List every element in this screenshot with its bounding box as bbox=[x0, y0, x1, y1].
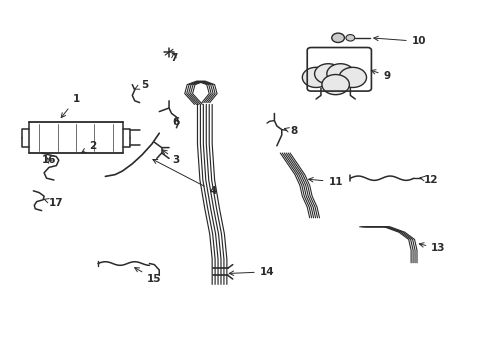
Circle shape bbox=[339, 67, 367, 87]
Text: 16: 16 bbox=[42, 155, 56, 165]
Text: 7: 7 bbox=[170, 53, 178, 63]
Circle shape bbox=[327, 64, 354, 84]
Circle shape bbox=[322, 75, 349, 95]
Text: 3: 3 bbox=[162, 150, 180, 165]
Text: 12: 12 bbox=[420, 175, 439, 185]
Circle shape bbox=[332, 33, 344, 42]
Circle shape bbox=[315, 64, 342, 84]
Text: 6: 6 bbox=[173, 117, 180, 127]
Text: 4: 4 bbox=[153, 159, 217, 196]
Text: 8: 8 bbox=[284, 126, 297, 136]
Text: 17: 17 bbox=[44, 198, 64, 208]
Text: 13: 13 bbox=[419, 243, 446, 253]
Text: 14: 14 bbox=[229, 267, 274, 277]
Text: 15: 15 bbox=[135, 267, 162, 284]
Text: 9: 9 bbox=[371, 70, 391, 81]
Circle shape bbox=[302, 67, 330, 87]
Text: 11: 11 bbox=[309, 177, 343, 187]
Text: 5: 5 bbox=[135, 80, 148, 90]
Text: 10: 10 bbox=[374, 36, 426, 46]
Circle shape bbox=[346, 35, 355, 41]
Text: 1: 1 bbox=[61, 94, 79, 118]
Text: 2: 2 bbox=[82, 141, 97, 153]
